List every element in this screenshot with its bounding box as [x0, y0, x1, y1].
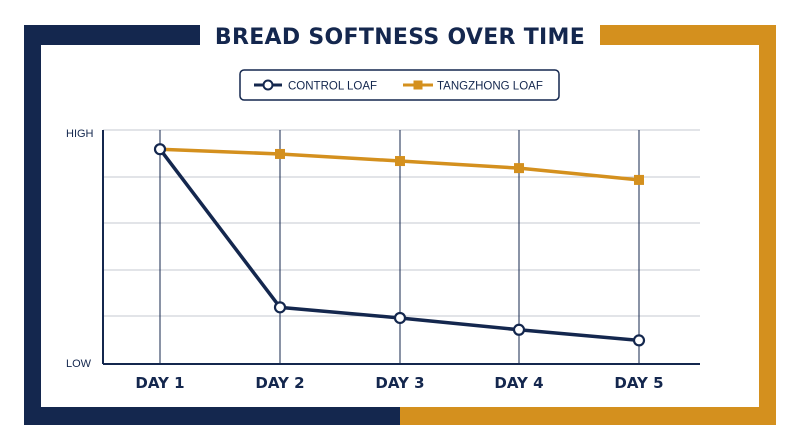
y-tick-label-low: LOW [66, 358, 92, 370]
data-point-tangzhong-loaf-4 [514, 163, 524, 174]
frame [24, 25, 776, 425]
data-point-tangzhong-loaf-5 [634, 174, 644, 185]
frame-bottom-right-bar [400, 407, 776, 425]
legend-item-control-loaf: CONTROL LOAF [254, 79, 377, 93]
axes [102, 130, 700, 365]
frame-bottom-left-bar [24, 407, 400, 425]
frame-top-left-bar [24, 25, 200, 45]
chart-title: BREAD SOFTNESS OVER TIME [215, 25, 585, 50]
data-point-control-loaf-5 [632, 334, 646, 347]
legend-tangzhong-marker [413, 80, 423, 90]
frame-right-bar [759, 25, 776, 425]
legend: CONTROL LOAF TANGZHONG LOAF [239, 69, 560, 101]
x-tick-label-4: DAY 4 [494, 374, 543, 392]
legend-box [239, 69, 560, 101]
x-tick-label-3: DAY 3 [375, 374, 424, 392]
data-point-control-loaf-3 [393, 311, 407, 325]
x-tick-label-2: DAY 2 [255, 374, 304, 392]
legend-control-marker [262, 79, 274, 91]
data-point-control-loaf-1 [153, 143, 167, 156]
data-point-tangzhong-loaf-3 [395, 156, 405, 167]
y-tick-label-high: HIGH [66, 128, 94, 140]
legend-item-tangzhong-loaf: TANGZHONG LOAF [403, 80, 543, 93]
x-tick-label-5: DAY 5 [614, 374, 663, 392]
series [153, 143, 646, 347]
frame-top-right-bar [600, 25, 776, 45]
legend-tangzhong-label: TANGZHONG LOAF [437, 81, 543, 93]
frame-left-bar [24, 25, 41, 425]
tick-labels: DAY 1 DAY 2 DAY 3 DAY 4 DAY 5 LOW HIGH [66, 128, 664, 392]
data-point-control-loaf-2 [273, 301, 287, 314]
data-point-tangzhong-loaf-2 [275, 148, 285, 159]
legend-control-label: CONTROL LOAF [288, 81, 377, 93]
x-tick-label-1: DAY 1 [135, 374, 184, 392]
data-point-control-loaf-4 [512, 323, 526, 336]
